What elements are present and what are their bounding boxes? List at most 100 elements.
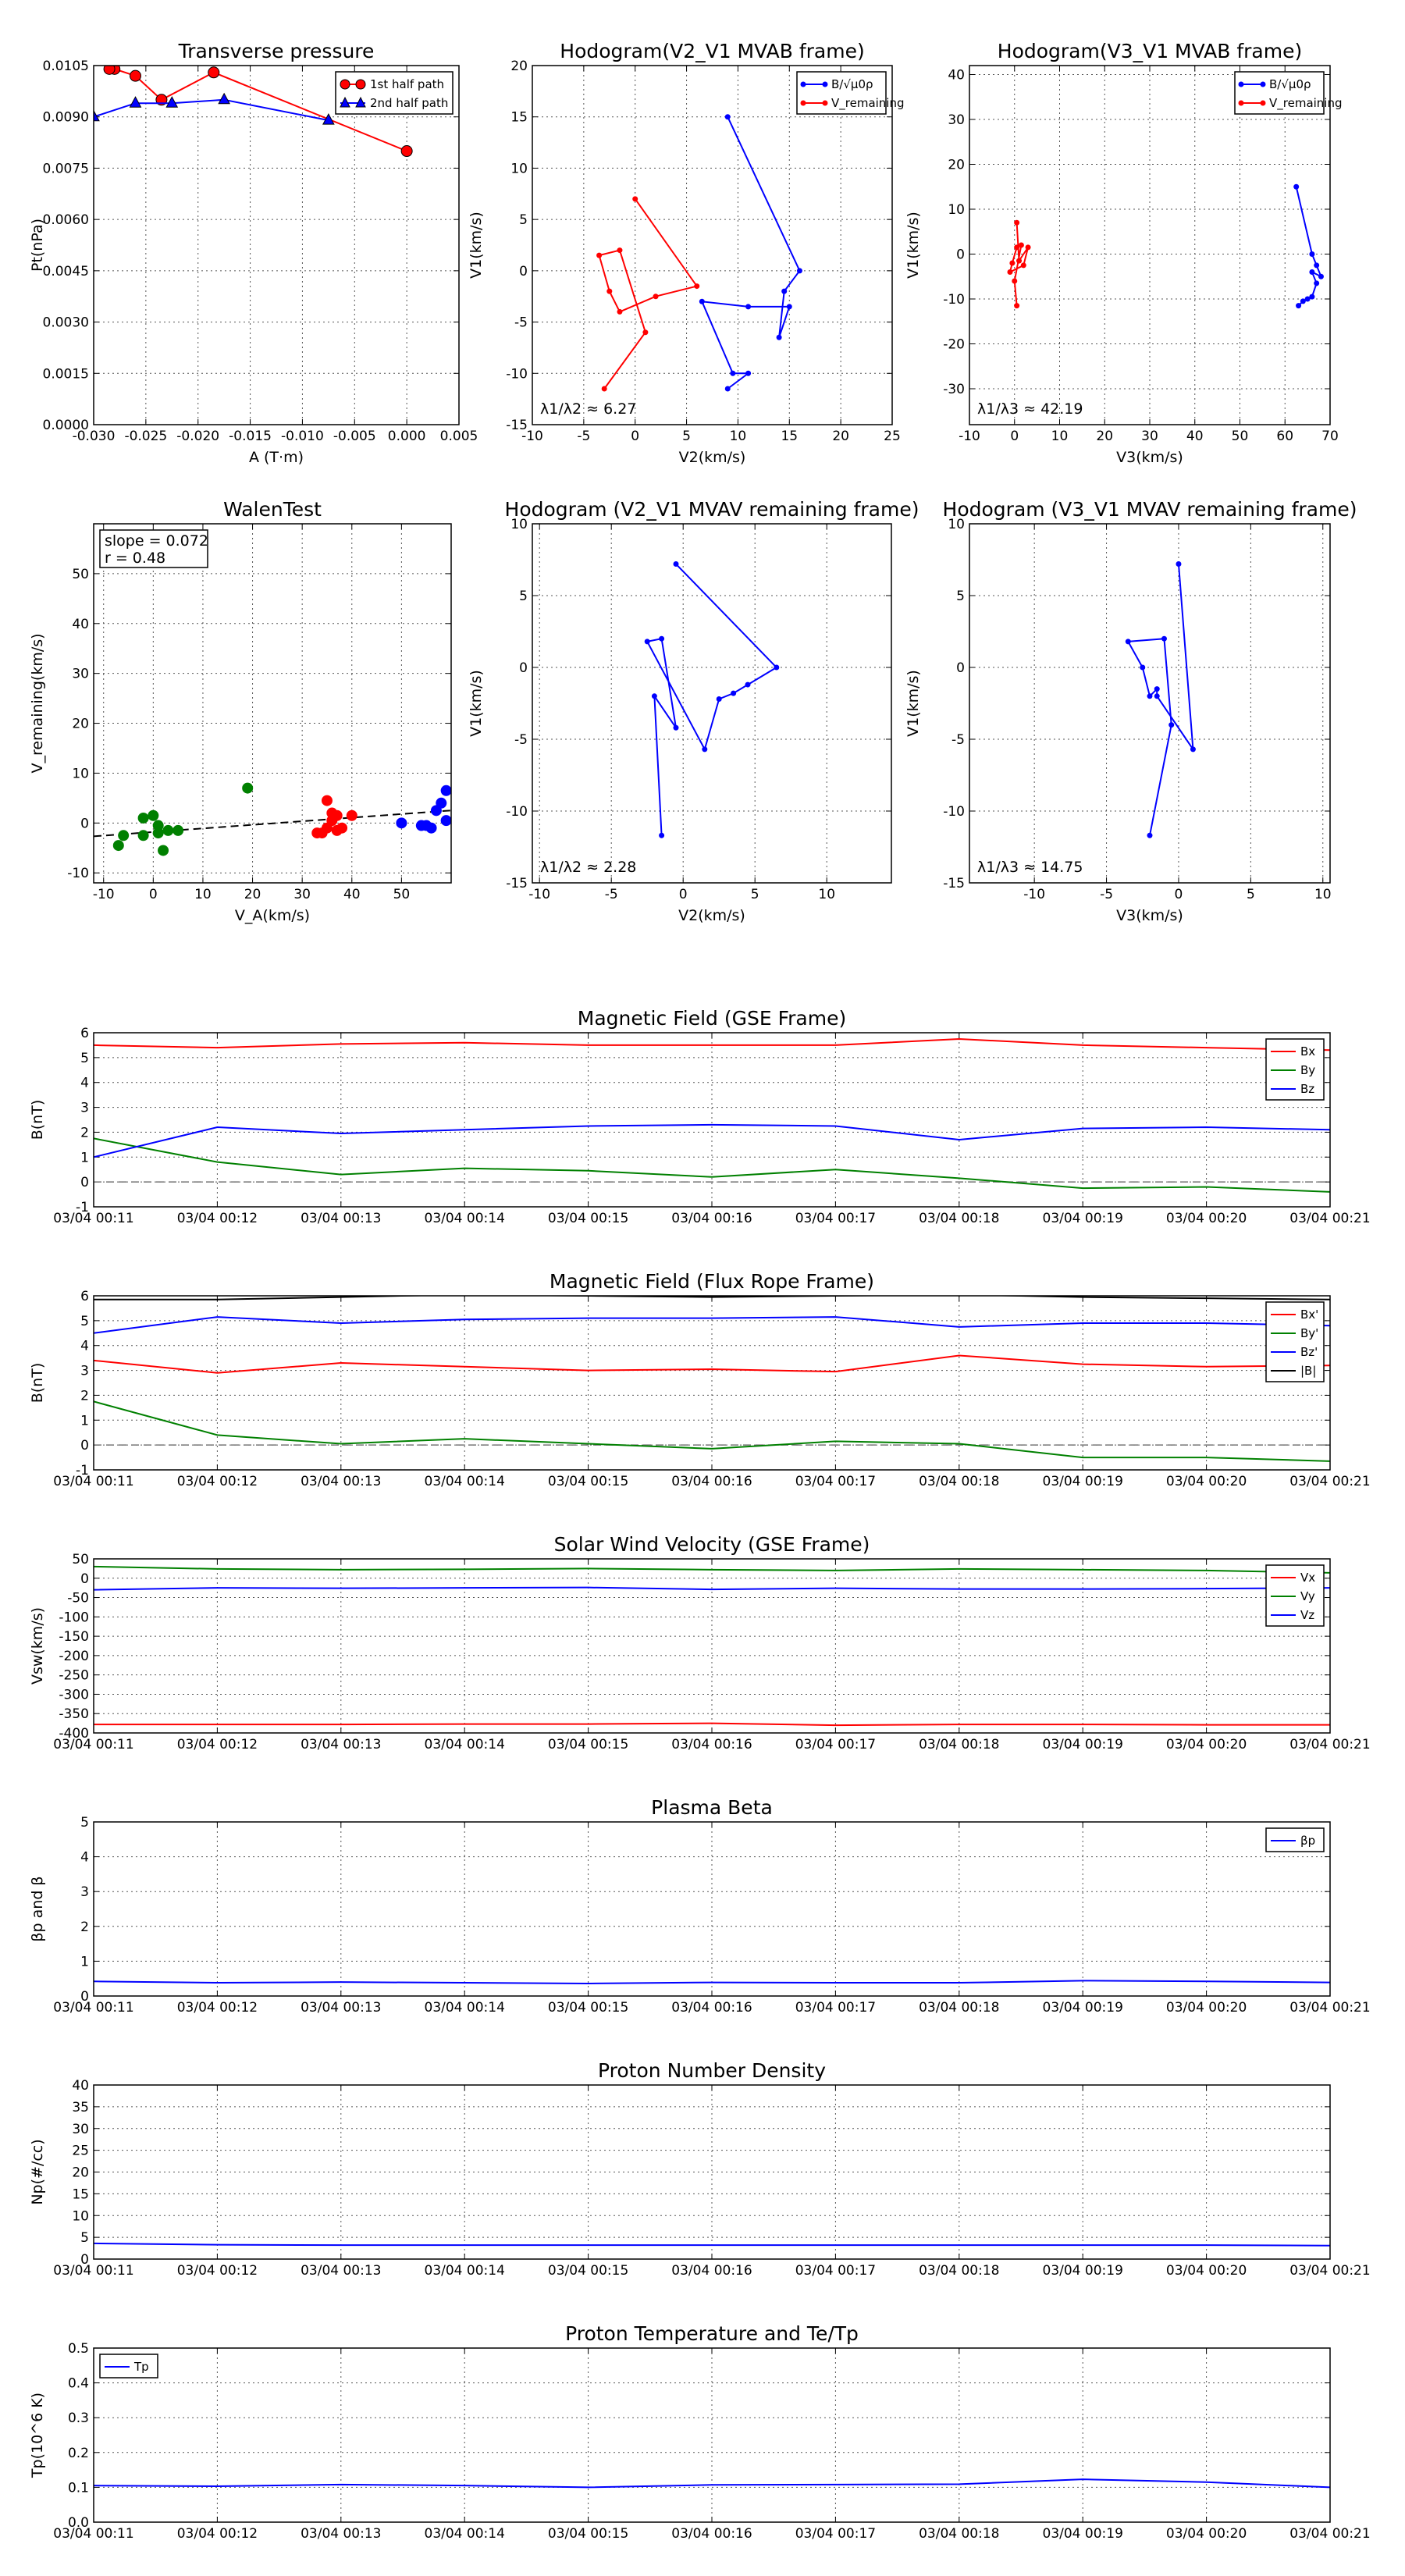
y-tick-label: 20 bbox=[72, 2165, 89, 2181]
chart-title: Hodogram (V3_V1 MVAV remaining frame) bbox=[943, 498, 1357, 521]
series-By' bbox=[94, 1400, 1330, 1462]
data-point bbox=[617, 247, 623, 254]
x-tick-label: 03/04 00:12 bbox=[177, 2526, 258, 2542]
data-point bbox=[103, 66, 116, 75]
y-tick-label: 10 bbox=[948, 202, 965, 218]
data-point bbox=[745, 370, 752, 376]
x-tick-label: 03/04 00:15 bbox=[548, 1474, 628, 1489]
legend-label: Tp bbox=[133, 2360, 149, 2374]
x-tick-label: -0.020 bbox=[176, 429, 219, 444]
x-ticks: 03/04 00:11 03/04 00:12 03/04 00:13 03/04 0… bbox=[53, 1559, 1371, 1752]
legend-marker bbox=[800, 100, 806, 106]
data-point bbox=[617, 308, 623, 315]
x-tick-label: 03/04 00:13 bbox=[301, 2263, 381, 2279]
annotation: λ1/λ3 ≈ 42.19 bbox=[977, 400, 1083, 418]
chart-title: Hodogram(V2_V1 MVAB frame) bbox=[560, 40, 864, 62]
series-V_remaining bbox=[596, 196, 700, 392]
data-point bbox=[651, 693, 657, 699]
y-tick-label: 5 bbox=[519, 589, 528, 604]
legend-entry: Bz bbox=[1271, 1082, 1314, 1096]
series-line bbox=[1126, 564, 1194, 836]
x-ticks: -10 -5 0 5 10 bbox=[528, 524, 835, 902]
legend-label: Vx bbox=[1300, 1571, 1315, 1585]
legend: B/√μ0ρ V_remaining bbox=[796, 71, 905, 115]
series-V_remaining bbox=[644, 561, 780, 838]
plot-frame bbox=[969, 65, 1331, 425]
plot-frame bbox=[532, 65, 893, 425]
data-point bbox=[1314, 262, 1320, 269]
data-point bbox=[1009, 260, 1016, 266]
x-tick-label: 25 bbox=[884, 429, 901, 444]
y-tick-label: 5 bbox=[80, 1051, 89, 1066]
x-tick-label: 03/04 00:21 bbox=[1289, 1211, 1370, 1226]
data-point bbox=[673, 724, 679, 731]
legend-entry: |B| bbox=[1271, 1364, 1316, 1378]
data-point bbox=[774, 664, 780, 671]
x-tick-label: 0 bbox=[1010, 429, 1019, 444]
x-tick-label: 03/04 00:21 bbox=[1289, 2000, 1370, 2016]
x-tick-label: 03/04 00:19 bbox=[1043, 1737, 1123, 1752]
y-tick-label: -10 bbox=[506, 804, 528, 820]
y-tick-label: -10 bbox=[67, 866, 89, 881]
y-tick-label: 1 bbox=[80, 1954, 89, 1969]
data-point bbox=[425, 822, 437, 834]
y-tick-label: 0.0 bbox=[68, 2515, 89, 2531]
chart-tp: Transverse pressure-0.030 -0.025 -0.020 -0.… bbox=[29, 40, 478, 466]
data-point bbox=[158, 845, 169, 856]
x-tick-label: 20 bbox=[1096, 429, 1113, 444]
plot-frame bbox=[532, 523, 892, 884]
data-point bbox=[776, 334, 782, 340]
y-tick-label: 1 bbox=[80, 1150, 89, 1165]
data-point bbox=[440, 785, 451, 796]
x-tick-label: 0.000 bbox=[388, 429, 426, 444]
data-point bbox=[796, 268, 802, 274]
data-point bbox=[673, 561, 679, 568]
legend-label: Bz' bbox=[1300, 1345, 1318, 1359]
x-tick-label: -0.005 bbox=[333, 429, 376, 444]
x-ticks: 03/04 00:11 03/04 00:12 03/04 00:13 03/04 0… bbox=[53, 1296, 1371, 1489]
data-point bbox=[152, 827, 164, 839]
x-tick-label: 03/04 00:18 bbox=[919, 1474, 999, 1489]
data-point bbox=[601, 386, 607, 392]
legend-frame bbox=[1234, 71, 1325, 115]
series-|B| bbox=[94, 1296, 1330, 1300]
series-B/√μ0ρ bbox=[1293, 183, 1324, 309]
x-tick-label: 03/04 00:16 bbox=[671, 1211, 752, 1226]
data-point bbox=[94, 109, 100, 122]
legend-entry: βp bbox=[1271, 1834, 1315, 1848]
y-tick-label: 40 bbox=[948, 68, 965, 84]
legend-entry: Bx' bbox=[1271, 1308, 1318, 1322]
y-axis-label: βp and β bbox=[29, 1876, 46, 1941]
y-axis-label: V1(km/s) bbox=[905, 670, 922, 737]
x-tick-label: 03/04 00:17 bbox=[795, 1474, 876, 1489]
data-point bbox=[173, 824, 184, 836]
x-tick-label: 03/04 00:17 bbox=[795, 2526, 876, 2542]
legend-label: Bz bbox=[1300, 1082, 1314, 1096]
series-Tp bbox=[94, 2478, 1330, 2489]
x-tick-label: 03/04 00:17 bbox=[795, 1737, 876, 1752]
series-line bbox=[700, 116, 801, 390]
y-tick-label: -10 bbox=[943, 292, 965, 308]
legend-entry: Bx bbox=[1271, 1044, 1315, 1059]
data-point bbox=[653, 294, 659, 300]
series-Vx bbox=[94, 1722, 1330, 1727]
series-red bbox=[311, 795, 357, 839]
x-tick-label: 03/04 00:19 bbox=[1043, 2526, 1123, 2542]
x-tick-label: 03/04 00:18 bbox=[919, 1211, 999, 1226]
chart-h4: Hodogram (V3_V1 MVAV remaining frame) -10… bbox=[905, 498, 1357, 924]
legend-frame bbox=[796, 71, 887, 115]
x-ticks: 03/04 00:11 03/04 00:12 03/04 00:13 03/04 0… bbox=[53, 2085, 1371, 2279]
annotation-frame bbox=[99, 529, 208, 568]
data-point bbox=[632, 196, 638, 202]
y-tick-label: 0.0000 bbox=[43, 418, 89, 433]
legend-entry: Vx bbox=[1271, 1571, 1315, 1585]
legend-label: Vy bbox=[1300, 1589, 1315, 1603]
x-tick-label: 03/04 00:13 bbox=[301, 2526, 381, 2542]
y-tick-label: 0.4 bbox=[68, 2376, 89, 2392]
legend-marker bbox=[1260, 81, 1266, 87]
x-tick-label: 03/04 00:20 bbox=[1166, 1737, 1247, 1752]
y-tick-label: -30 bbox=[943, 382, 965, 397]
y-tick-label: 25 bbox=[72, 2144, 89, 2159]
